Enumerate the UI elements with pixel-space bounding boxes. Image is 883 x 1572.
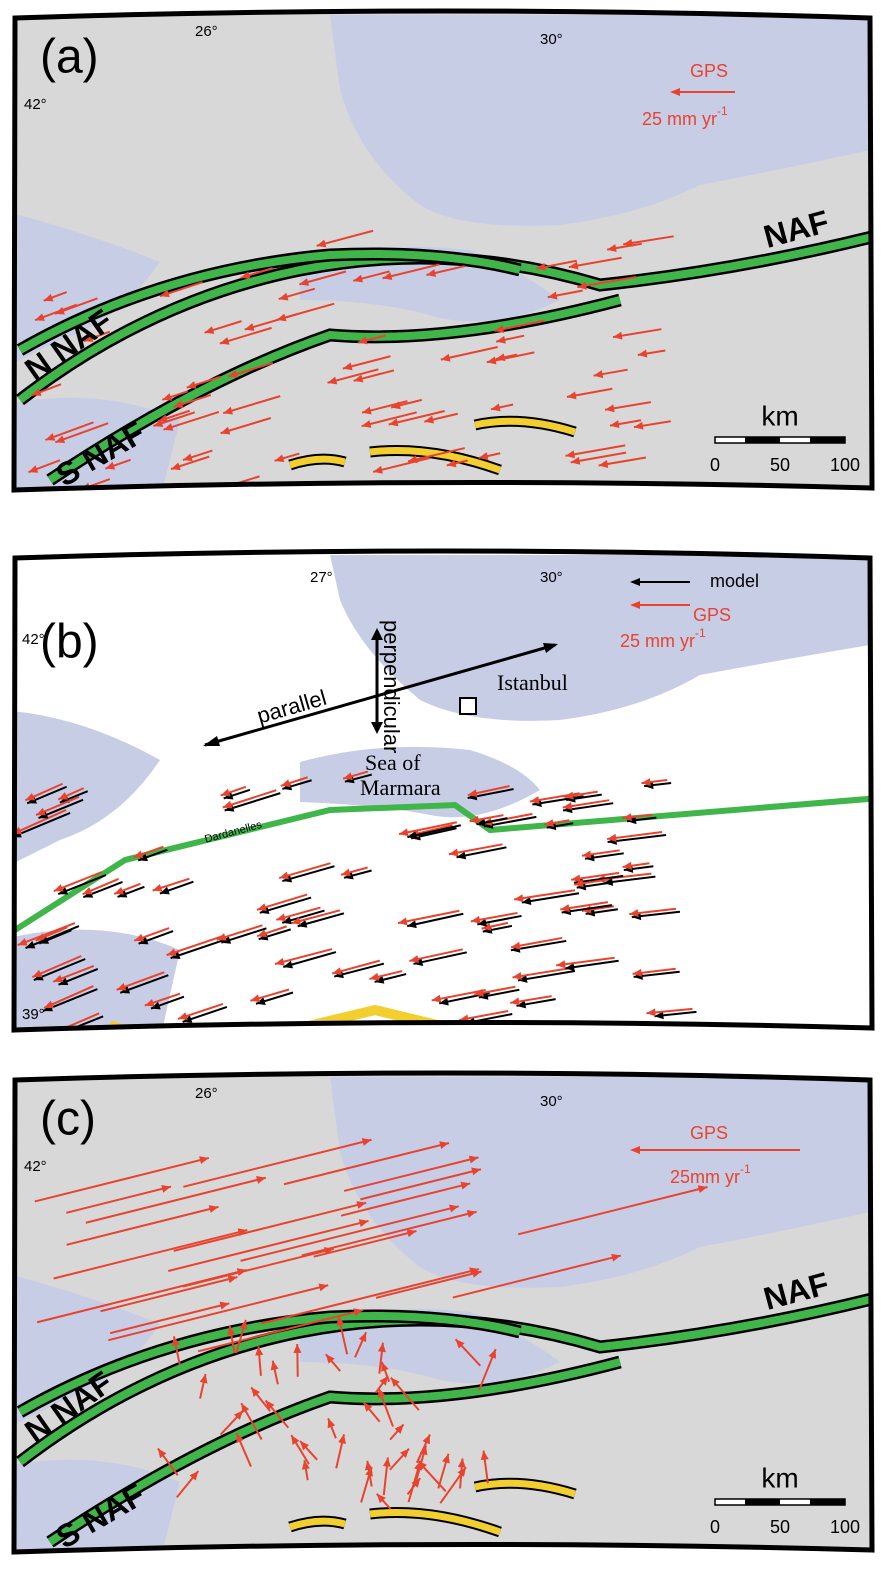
legend-gps: GPS bbox=[690, 1123, 728, 1143]
scale-tick: 50 bbox=[770, 455, 790, 475]
legend-scale: 25mm yr-1 bbox=[670, 1162, 751, 1187]
scale-tick: 0 bbox=[710, 1517, 720, 1537]
legend-scale-text: 25 mm yr bbox=[620, 631, 695, 651]
velocity-arrowhead bbox=[50, 1031, 60, 1038]
legend-model: model bbox=[710, 571, 759, 591]
scale-unit: km bbox=[761, 1462, 798, 1493]
panel-label: (c) bbox=[40, 1093, 96, 1146]
aegean-sea bbox=[0, 930, 180, 1040]
lat-label: 42° bbox=[24, 1158, 47, 1175]
direction-label: perpendicular bbox=[379, 620, 404, 753]
legend-exponent: -1 bbox=[717, 104, 728, 118]
scale-bar bbox=[745, 1499, 780, 1505]
figure: (a) 26° 30° 42° GPS 25 mm yr-1 NAF N NAF… bbox=[0, 0, 883, 1572]
lat-label: 42° bbox=[24, 96, 47, 113]
lat-label: 42° bbox=[22, 631, 45, 648]
lon-label: 30° bbox=[540, 1093, 563, 1110]
place-label: Istanbul bbox=[497, 670, 568, 695]
velocity-arrowhead bbox=[200, 488, 210, 496]
place-label: Marmara bbox=[360, 775, 441, 800]
legend-exponent: -1 bbox=[695, 626, 706, 640]
panel-b: (b) 27° 30° 42° 39° model GPS 25 mm yr-1… bbox=[0, 540, 883, 1065]
scale-tick: 50 bbox=[770, 1517, 790, 1537]
legend-gps: GPS bbox=[690, 61, 728, 81]
place-label: Sea of bbox=[365, 750, 421, 775]
scale-tick: 100 bbox=[830, 1517, 860, 1537]
legend-gps: GPS bbox=[693, 605, 731, 625]
lon-label: 27° bbox=[310, 569, 333, 586]
panel-label: (a) bbox=[40, 31, 99, 84]
lon-label: 30° bbox=[540, 31, 563, 48]
istanbul-marker bbox=[460, 698, 476, 714]
scale-unit: km bbox=[761, 400, 798, 431]
scale-bar bbox=[745, 437, 780, 443]
panel-label: (b) bbox=[40, 616, 99, 669]
panel-c: (c) 26° 30° 42° GPS 25mm yr-1 NAF N NAF … bbox=[0, 1062, 883, 1562]
legend-scale: 25 mm yr-1 bbox=[642, 104, 728, 129]
panel-a: (a) 26° 30° 42° GPS 25 mm yr-1 NAF N NAF… bbox=[0, 0, 883, 500]
legend-scale-text: 25 mm yr bbox=[642, 109, 717, 129]
scale-bar bbox=[810, 437, 845, 443]
lon-label: 26° bbox=[195, 1085, 218, 1102]
legend-scale: 25 mm yr-1 bbox=[620, 626, 706, 651]
scale-tick: 0 bbox=[710, 455, 720, 475]
scale-tick: 100 bbox=[830, 455, 860, 475]
lon-label: 26° bbox=[195, 23, 218, 40]
lon-label: 30° bbox=[540, 569, 563, 586]
legend-scale-text: 25mm yr bbox=[670, 1167, 740, 1187]
scale-bar bbox=[810, 1499, 845, 1505]
lat-label: 39° bbox=[22, 1006, 45, 1023]
legend-exponent: -1 bbox=[740, 1162, 751, 1176]
